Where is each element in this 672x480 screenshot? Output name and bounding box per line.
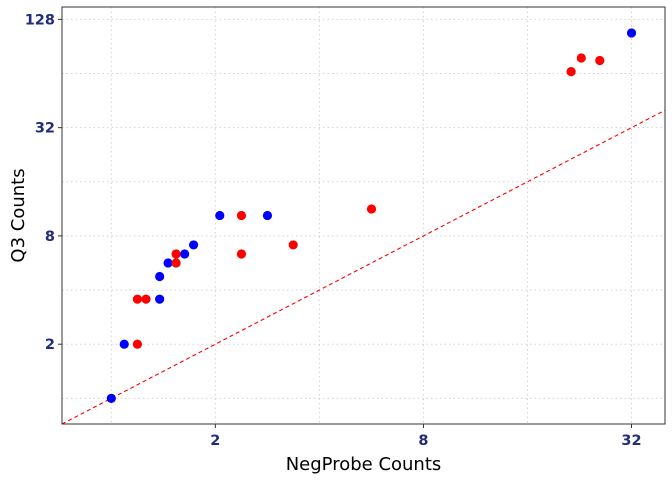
- y-tick-label: 8: [45, 229, 55, 245]
- data-point: [366, 204, 377, 214]
- data-point: [171, 258, 181, 268]
- data-point: [119, 339, 129, 349]
- grid-lines: [62, 7, 665, 424]
- y-tick-label: 32: [35, 121, 55, 137]
- reference-line-layer: [61, 109, 666, 425]
- y-axis-ticks: 2 8 32 128: [25, 12, 62, 353]
- data-point: [236, 249, 247, 259]
- data-point: [576, 53, 586, 63]
- data-point: [626, 28, 637, 38]
- y-tick-label: 2: [45, 337, 55, 353]
- data-point: [155, 271, 165, 282]
- data-point: [188, 240, 199, 250]
- data-point: [262, 210, 273, 221]
- data-point: [566, 66, 576, 77]
- data-point: [215, 210, 225, 221]
- data-points: [106, 28, 637, 403]
- x-tick-label: 32: [621, 433, 641, 449]
- data-point: [171, 249, 181, 259]
- data-point: [180, 249, 190, 259]
- plot-panel-border: [61, 6, 666, 425]
- data-point: [288, 240, 298, 250]
- identity-reference-line: [61, 109, 666, 425]
- data-point: [132, 339, 143, 349]
- data-point: [595, 55, 605, 66]
- data-point: [141, 294, 151, 304]
- data-point: [236, 210, 247, 221]
- data-point: [106, 393, 116, 403]
- x-axis-title: NegProbe Counts: [286, 454, 442, 475]
- x-axis-ticks: 2 8 32: [210, 424, 642, 449]
- y-axis-title: Q3 Counts: [8, 168, 29, 262]
- data-point: [163, 258, 173, 268]
- data-point: [132, 294, 143, 304]
- data-point: [155, 294, 165, 304]
- y-tick-label: 128: [25, 12, 55, 28]
- x-tick-label: 2: [210, 433, 220, 449]
- x-tick-label: 8: [418, 433, 428, 449]
